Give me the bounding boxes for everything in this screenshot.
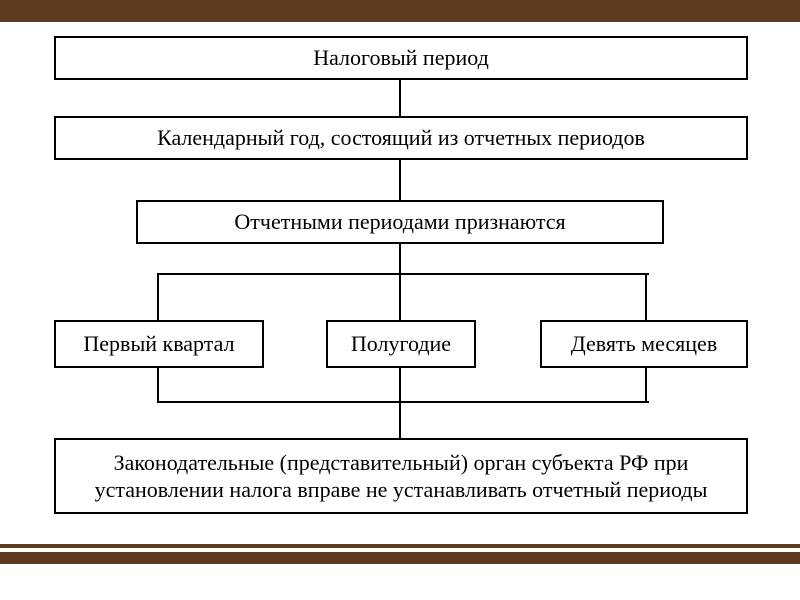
- node-nine-months: Девять месяцев: [540, 320, 748, 368]
- connector-line: [399, 80, 401, 116]
- connector-line: [157, 274, 159, 320]
- connector-line: [645, 368, 647, 402]
- node-first-quarter: Первый квартал: [54, 320, 264, 368]
- top-stripe: [0, 0, 800, 22]
- node-legislative-body: Законодательные (представительный) орган…: [54, 438, 748, 514]
- node-label: Налоговый период: [313, 44, 489, 72]
- bottom-white: [0, 566, 800, 600]
- connector-line: [157, 401, 649, 403]
- bottom-stripe-thick: [0, 552, 800, 564]
- node-tax-period: Налоговый период: [54, 36, 748, 80]
- node-label: Полугодие: [351, 330, 451, 358]
- node-label: Календарный год, состоящий из отчетных п…: [157, 124, 645, 152]
- node-label: Первый квартал: [83, 330, 234, 358]
- connector-line: [157, 368, 159, 402]
- bottom-stripe-thin: [0, 544, 800, 548]
- node-calendar-year: Календарный год, состоящий из отчетных п…: [54, 116, 748, 160]
- connector-line: [399, 402, 401, 438]
- node-label: Законодательные (представительный) орган…: [64, 449, 738, 504]
- connector-line: [399, 160, 401, 200]
- connector-line: [399, 244, 401, 274]
- node-label: Отчетными периодами признаются: [234, 208, 565, 236]
- connector-line: [645, 274, 647, 320]
- connector-line: [399, 274, 401, 320]
- connector-line: [157, 273, 649, 275]
- node-reporting-periods: Отчетными периодами признаются: [136, 200, 664, 244]
- node-half-year: Полугодие: [326, 320, 476, 368]
- connector-line: [399, 368, 401, 402]
- node-label: Девять месяцев: [571, 330, 717, 358]
